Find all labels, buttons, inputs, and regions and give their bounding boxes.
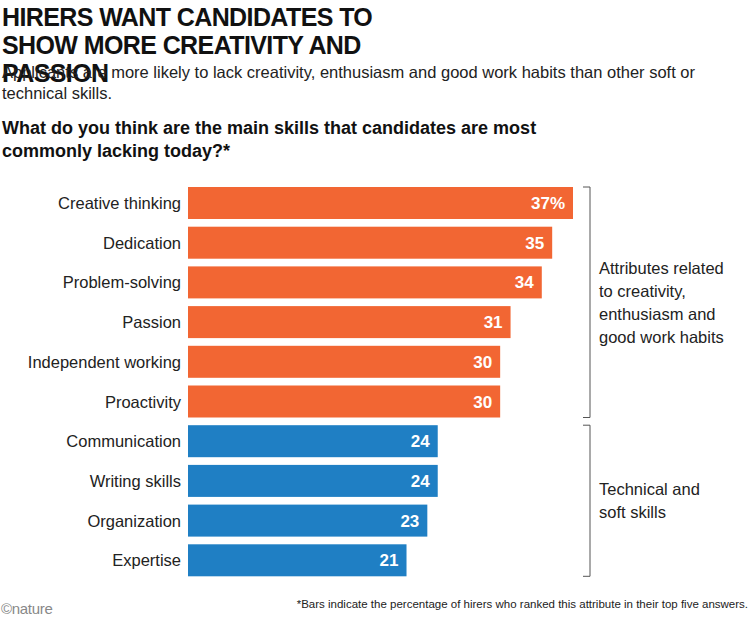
- category-label: Organization: [87, 512, 181, 530]
- question-line: commonly lacking today?*: [2, 141, 230, 161]
- bar: [188, 505, 427, 537]
- question-line: What do you think are the main skills th…: [2, 118, 536, 138]
- category-label: Expertise: [112, 551, 181, 569]
- group-label: Technical and soft skills: [599, 480, 700, 521]
- data-label: 34: [515, 273, 534, 292]
- bar: [188, 386, 500, 418]
- bar: [188, 425, 438, 457]
- bar: [188, 544, 407, 576]
- chart: HIRERS WANT CANDIDATES TOSHOW MORE CREAT…: [0, 0, 751, 629]
- data-label: 30: [473, 393, 492, 412]
- category-label: Proactivity: [105, 393, 182, 411]
- data-label: 35: [525, 234, 544, 253]
- bars: [188, 187, 573, 576]
- subtitle: Applicants are more likely to lack creat…: [2, 63, 696, 102]
- data-label: 37%: [531, 194, 565, 213]
- group-label: Attributes related to creativity, enthusia…: [599, 259, 724, 346]
- data-label: 30: [473, 353, 492, 372]
- data-label: 24: [411, 472, 430, 491]
- group-label-line: soft skills: [599, 503, 666, 521]
- category-label: Communication: [66, 432, 181, 450]
- data-labels: 37% 35 34 31 30 30 24 24 23 21: [380, 194, 565, 570]
- data-label: 21: [380, 551, 399, 570]
- group-label-line: good work habits: [599, 328, 724, 346]
- group-label-line: to creativity,: [599, 282, 686, 300]
- group-label-line: Attributes related: [599, 259, 724, 277]
- group-label-line: Technical and: [599, 480, 700, 498]
- bar: [188, 187, 573, 219]
- category-label: Dedication: [103, 234, 181, 252]
- data-label: 31: [484, 313, 503, 332]
- data-label: 24: [411, 432, 430, 451]
- category-label: Independent working: [28, 353, 181, 371]
- category-label: Creative thinking: [58, 194, 181, 212]
- bar: [188, 227, 552, 259]
- question: What do you think are the main skills th…: [2, 118, 536, 161]
- category-label: Passion: [122, 313, 181, 331]
- category-label: Writing skills: [90, 472, 181, 490]
- group-bracket: [583, 425, 590, 576]
- bar: [188, 346, 500, 378]
- title-line: SHOW MORE CREATIVITY AND: [2, 31, 361, 59]
- logo: ©nature: [1, 600, 52, 617]
- title-line: HIRERS WANT CANDIDATES TO: [2, 3, 372, 31]
- data-label: 23: [400, 512, 419, 531]
- subtitle-line: technical skills.: [2, 84, 112, 102]
- footnote: *Bars indicate the percentage of hirers …: [297, 598, 748, 610]
- bar: [188, 306, 511, 338]
- bar: [188, 465, 438, 497]
- category-label: Problem-solving: [63, 273, 181, 291]
- group-label-line: enthusiasm and: [599, 305, 716, 323]
- subtitle-line: Applicants are more likely to lack creat…: [2, 63, 696, 81]
- bar: [188, 266, 542, 298]
- group-bracket: [583, 187, 590, 418]
